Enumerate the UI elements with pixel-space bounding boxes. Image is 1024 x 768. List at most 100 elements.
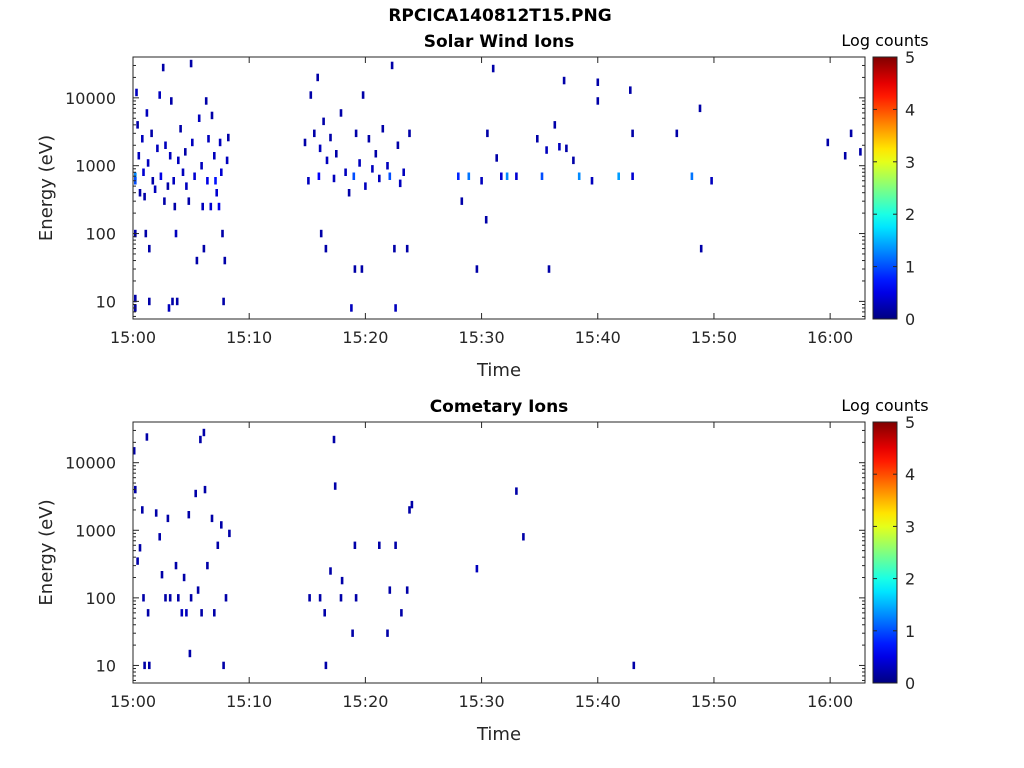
data-cell bbox=[175, 297, 179, 306]
data-cell bbox=[332, 435, 336, 444]
data-cell bbox=[206, 561, 209, 570]
x-tick-label: 16:00 bbox=[807, 692, 853, 711]
data-cell bbox=[156, 144, 159, 153]
data-cell bbox=[189, 594, 193, 602]
x-tick-label: 15:20 bbox=[342, 692, 388, 711]
data-cell bbox=[324, 244, 328, 253]
data-cell bbox=[394, 304, 397, 312]
data-cell bbox=[361, 91, 365, 99]
data-cell bbox=[480, 177, 483, 185]
data-cell bbox=[142, 594, 145, 602]
data-cell bbox=[141, 506, 144, 514]
data-cell bbox=[545, 146, 548, 154]
data-cell bbox=[596, 97, 600, 105]
data-cell bbox=[164, 594, 167, 602]
data-cell bbox=[164, 141, 167, 149]
data-cell bbox=[318, 144, 322, 153]
x-tick-label: 15:40 bbox=[575, 328, 621, 347]
x-tick-label: 15:40 bbox=[575, 692, 621, 711]
data-cell bbox=[495, 154, 498, 162]
data-cell bbox=[849, 129, 853, 138]
data-cell bbox=[486, 129, 489, 138]
data-cell bbox=[698, 104, 702, 113]
data-cell bbox=[207, 135, 210, 143]
data-cell bbox=[339, 594, 343, 602]
data-cell bbox=[351, 629, 354, 637]
data-cell bbox=[195, 256, 199, 265]
y-tick-label: 10000 bbox=[65, 89, 116, 108]
colorbar-tick-label: 4 bbox=[905, 465, 915, 484]
data-cell bbox=[224, 594, 228, 602]
data-cell bbox=[189, 59, 193, 68]
data-cell bbox=[134, 294, 137, 303]
data-cell bbox=[193, 172, 196, 180]
data-cell bbox=[408, 506, 411, 514]
data-cell bbox=[136, 557, 139, 565]
data-cell bbox=[222, 297, 225, 306]
colorbar-tick-label: 2 bbox=[905, 570, 915, 589]
data-cell bbox=[405, 586, 409, 594]
data-cell bbox=[699, 244, 703, 253]
data-cell bbox=[143, 192, 146, 201]
data-cell bbox=[184, 148, 187, 156]
data-cell bbox=[309, 91, 313, 99]
data-cell bbox=[522, 533, 525, 541]
data-cell bbox=[408, 129, 411, 138]
figure-title: RPCICA140812T15.PNG bbox=[388, 6, 612, 26]
data-cell bbox=[202, 244, 206, 253]
data-cell bbox=[148, 661, 151, 670]
data-cell bbox=[144, 229, 148, 238]
data-cell bbox=[204, 97, 208, 105]
panel-0: 15:00 15:10 15:20 15:30 15:40 15:50 16:0010100… bbox=[36, 31, 929, 381]
data-cell bbox=[329, 133, 332, 142]
data-cell bbox=[168, 594, 172, 602]
data-cell bbox=[222, 661, 225, 670]
data-cell bbox=[826, 138, 830, 147]
data-cell bbox=[146, 159, 150, 167]
data-cell bbox=[335, 150, 338, 158]
data-cell bbox=[378, 174, 381, 183]
data-cell bbox=[590, 177, 594, 185]
data-cell bbox=[199, 435, 202, 444]
colorbar-tick-label: 4 bbox=[905, 100, 915, 119]
data-cell bbox=[547, 265, 551, 273]
data-cell bbox=[303, 138, 307, 147]
data-cell bbox=[166, 182, 170, 190]
data-cell bbox=[137, 152, 141, 160]
data-cell bbox=[353, 265, 357, 273]
x-tick-label: 15:50 bbox=[691, 328, 737, 347]
data-cell bbox=[329, 567, 332, 575]
data-cell bbox=[188, 649, 192, 658]
data-cell bbox=[500, 172, 503, 180]
data-cell bbox=[217, 202, 221, 211]
x-tick-label: 15:30 bbox=[459, 692, 505, 711]
plot-area bbox=[133, 422, 865, 683]
data-cell bbox=[316, 73, 319, 82]
data-cell bbox=[631, 129, 634, 138]
data-cell bbox=[843, 152, 847, 160]
data-cell bbox=[158, 91, 161, 99]
x-axis-title: Time bbox=[476, 360, 521, 381]
data-cell bbox=[177, 156, 180, 165]
data-cell bbox=[572, 156, 575, 165]
data-cell bbox=[171, 297, 174, 306]
y-axis-title: Energy (eV) bbox=[36, 499, 57, 605]
data-cell bbox=[145, 109, 149, 117]
colorbar-tick-label: 5 bbox=[905, 48, 915, 67]
data-cell bbox=[179, 125, 182, 133]
data-cell bbox=[323, 609, 326, 617]
colorbar-tick-label: 3 bbox=[905, 517, 915, 536]
data-cell bbox=[200, 609, 203, 617]
data-cell bbox=[180, 609, 184, 617]
data-cell bbox=[505, 172, 509, 180]
data-cell bbox=[181, 168, 185, 176]
y-tick-label: 10000 bbox=[65, 454, 116, 473]
x-tick-label: 15:20 bbox=[342, 328, 388, 347]
y-tick-label: 10 bbox=[96, 292, 116, 311]
data-cell bbox=[632, 661, 636, 670]
colorbar-tick-label: 5 bbox=[905, 413, 915, 432]
x-tick-label: 15:30 bbox=[459, 328, 505, 347]
y-tick-label: 1000 bbox=[75, 521, 116, 540]
data-cell bbox=[136, 121, 139, 129]
data-cell bbox=[475, 265, 479, 273]
